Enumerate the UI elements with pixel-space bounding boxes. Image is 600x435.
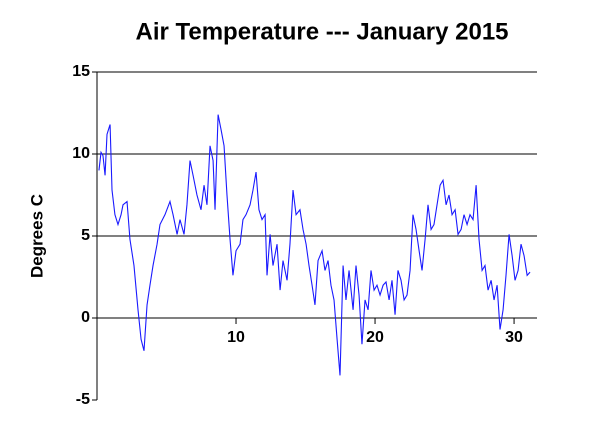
chart-title: Air Temperature --- January 2015 (135, 18, 508, 45)
y-axis-label: Degrees C (27, 194, 46, 278)
y-tick-label: 10 (72, 145, 90, 162)
x-tick-label: 30 (505, 329, 523, 346)
x-tick-label: 20 (366, 329, 384, 346)
y-tick-label: 5 (81, 227, 90, 244)
y-tick-label: 15 (72, 63, 90, 80)
y-tick-label: -5 (76, 391, 90, 408)
data-line (98, 114, 531, 376)
y-tick-label: 0 (81, 309, 90, 326)
x-tick-label: 10 (227, 329, 245, 346)
